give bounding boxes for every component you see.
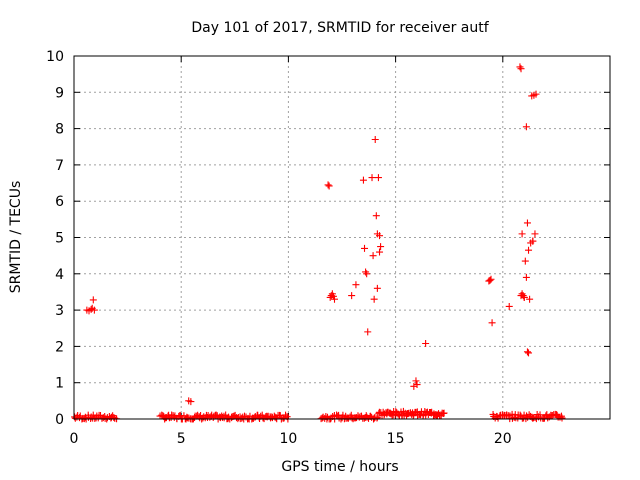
data-point [348, 292, 356, 300]
data-point [558, 414, 566, 422]
data-point [526, 295, 534, 303]
data-point [377, 243, 385, 251]
x-tick-label: 0 [70, 431, 79, 447]
y-tick-label: 1 [55, 376, 64, 392]
y-axis-label: SRMTID / TECUs [8, 181, 24, 294]
y-tick-label: 10 [46, 49, 64, 65]
x-tick-label: 10 [279, 431, 297, 447]
chart-title: Day 101 of 2017, SRMTID for receiver aut… [191, 20, 489, 36]
data-point [370, 295, 378, 303]
data-point [422, 339, 430, 347]
data-point [373, 284, 381, 292]
data-point [329, 292, 337, 300]
data-point [87, 305, 95, 313]
data-point [525, 246, 533, 254]
data-point [371, 135, 379, 143]
y-tick-label: 7 [55, 158, 64, 174]
x-axis-label: GPS time / hours [281, 459, 398, 475]
data-point [522, 273, 530, 281]
data-point [525, 349, 533, 357]
data-point [90, 306, 98, 314]
data-point [522, 123, 530, 131]
data-point [520, 293, 528, 301]
data-point [361, 244, 369, 252]
data-point [376, 248, 384, 256]
data-point [368, 174, 376, 182]
data-point [325, 182, 333, 190]
data-point [212, 411, 220, 419]
data-point [374, 174, 382, 182]
data-point [518, 290, 526, 298]
data-point [187, 398, 195, 406]
data-point [486, 276, 494, 284]
data-point [413, 381, 421, 389]
data-point [363, 270, 371, 278]
data-point [362, 268, 370, 276]
data-point [523, 348, 531, 356]
data-point [330, 295, 338, 303]
data-point [372, 212, 380, 220]
data-point [531, 230, 539, 238]
data-point [324, 413, 332, 421]
y-tick-label: 2 [55, 339, 64, 355]
data-point [369, 252, 377, 260]
data-point [324, 181, 332, 189]
x-tick-label: 20 [494, 431, 512, 447]
data-point [376, 232, 384, 240]
data-point [523, 219, 531, 227]
y-tick-label: 5 [55, 231, 64, 247]
data-point [440, 409, 448, 417]
data-point [487, 275, 495, 283]
data-point [373, 413, 381, 421]
axis-ticks: 0 1 2 3 4 5 6 7 8 9 10 0 5 10 15 20 [46, 49, 610, 447]
y-tick-label: 9 [55, 85, 64, 101]
data-point [164, 412, 172, 420]
data-point [352, 281, 360, 289]
x-tick-label: 5 [177, 431, 186, 447]
data-point [359, 176, 367, 184]
y-tick-label: 0 [55, 412, 64, 428]
data-point [517, 65, 525, 73]
data-point [364, 328, 372, 336]
data-point [530, 91, 538, 99]
x-tick-label: 15 [387, 431, 405, 447]
data-point [412, 377, 420, 385]
y-tick-label: 6 [55, 194, 64, 210]
data-points [71, 63, 566, 423]
y-tick-label: 4 [55, 267, 64, 283]
data-point [529, 237, 537, 245]
y-tick-label: 8 [55, 122, 64, 138]
data-point [488, 319, 496, 327]
data-point [518, 230, 526, 238]
data-point [516, 63, 524, 71]
data-point [521, 257, 529, 265]
data-point [282, 411, 290, 419]
plot-frame [73, 55, 611, 420]
data-point [505, 302, 513, 310]
grid-lines [74, 56, 610, 419]
y-tick-label: 3 [55, 303, 64, 319]
data-point [388, 411, 396, 419]
data-point [89, 296, 97, 304]
